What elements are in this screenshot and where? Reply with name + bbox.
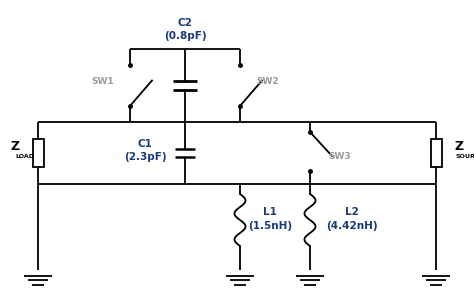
Text: SW1: SW1 — [91, 77, 114, 86]
Text: (2.3pF): (2.3pF) — [124, 152, 166, 162]
Text: (0.8pF): (0.8pF) — [164, 31, 206, 41]
Text: SOURCE: SOURCE — [456, 154, 474, 160]
Text: C1: C1 — [137, 139, 153, 149]
Text: $\mathbf{Z}$: $\mathbf{Z}$ — [9, 140, 20, 154]
Text: LOAD: LOAD — [15, 154, 34, 160]
Bar — [33, 139, 44, 167]
Text: L2: L2 — [345, 207, 359, 217]
Text: SW3: SW3 — [328, 153, 351, 161]
Text: SW2: SW2 — [257, 77, 279, 86]
Text: (4.42nH): (4.42nH) — [326, 221, 378, 231]
Text: L1: L1 — [263, 207, 277, 217]
Text: $\mathbf{Z}$: $\mathbf{Z}$ — [454, 140, 465, 154]
Text: (1.5nH): (1.5nH) — [248, 221, 292, 231]
Bar — [430, 139, 441, 167]
Text: C2: C2 — [178, 18, 192, 28]
